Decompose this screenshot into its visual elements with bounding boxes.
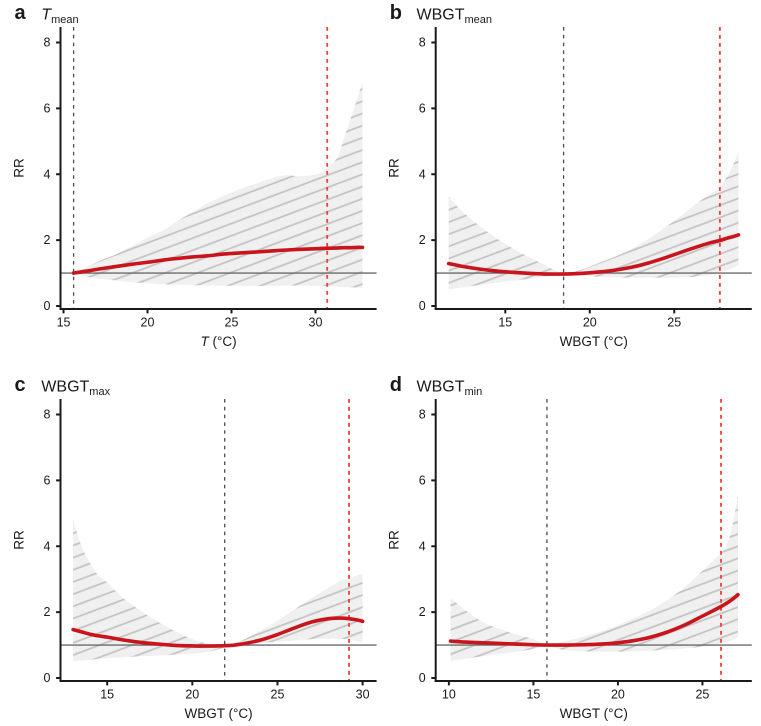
panel-title-c: WBGTmax: [41, 379, 110, 398]
panel-a: 15 20 25 30 0 2 4 6 8 T (°C) RR a Tmean: [12, 2, 377, 349]
x-axis-label-d: WBGT (°C): [560, 706, 628, 721]
panel-letter-b: b: [390, 2, 402, 24]
x-tick-label-d: 25: [695, 688, 709, 702]
panel-title-b: WBGTmean: [417, 7, 493, 26]
y-tick-label-b: 6: [419, 101, 426, 115]
panel-letter-c: c: [15, 374, 26, 396]
y-axis-label-d: RR: [387, 530, 402, 550]
rr-curve-a: [71, 245, 365, 275]
confidence-band-c: [73, 519, 363, 662]
y-tick-label-a: 8: [44, 36, 51, 50]
x-tick-label-b: 20: [583, 316, 597, 330]
panel-c: 15 20 25 30 0 2 4 6 8 WBGT (°C) RR c WBGTmax: [12, 374, 377, 721]
x-tick-label-a: 30: [309, 316, 323, 330]
panel-title-a: Tmean: [41, 7, 78, 26]
y-tick-label-b: 4: [419, 167, 426, 181]
y-tick-label-d: 0: [419, 671, 426, 685]
panel-title-d: WBGTmin: [417, 379, 483, 398]
y-axis-label-b: RR: [387, 158, 402, 178]
y-tick-label-b: 0: [419, 299, 426, 313]
y-tick-label-c: 0: [44, 671, 51, 685]
y-tick-label-c: 4: [44, 539, 51, 553]
x-axis-label-c: WBGT (°C): [184, 706, 252, 721]
y-tick-label-d: 6: [419, 473, 426, 487]
y-axis-label-a: RR: [12, 158, 27, 178]
y-tick-label-a: 2: [44, 233, 51, 247]
x-axis-label-b: WBGT (°C): [560, 334, 628, 349]
rr-curve-c: [71, 616, 365, 648]
panel-letter-d: d: [390, 374, 402, 396]
x-tick-label-c: 25: [271, 688, 285, 702]
y-tick-label-a: 4: [44, 167, 51, 181]
y-tick-label-c: 8: [44, 408, 51, 422]
x-axis-label-a: T (°C): [200, 334, 236, 349]
y-tick-label-a: 6: [44, 101, 51, 115]
x-tick-label-a: 15: [57, 316, 71, 330]
y-tick-label-d: 8: [419, 408, 426, 422]
confidence-band-b: [448, 151, 739, 290]
y-tick-label-a: 0: [44, 299, 51, 313]
y-axis-label-c: RR: [12, 530, 27, 550]
x-tick-label-b: 25: [667, 316, 681, 330]
x-tick-label-d: 20: [611, 688, 625, 702]
x-tick-label-a: 25: [225, 316, 239, 330]
y-tick-label-b: 8: [419, 36, 426, 50]
x-tick-label-c: 30: [356, 688, 370, 702]
panel-d: 10 15 20 25 0 2 4 6 8 WBGT (°C) RR d WBGTmin: [387, 374, 752, 721]
panel-b: 15 20 25 0 2 4 6 8 WBGT (°C) RR b WBGTmean: [387, 2, 752, 349]
x-tick-label-c: 20: [185, 688, 199, 702]
x-tick-label-a: 20: [141, 316, 155, 330]
panel-letter-a: a: [15, 2, 27, 24]
confidence-band-a: [73, 82, 363, 288]
y-tick-label-d: 4: [419, 539, 426, 553]
x-tick-label-c: 15: [100, 688, 114, 702]
x-tick-label-b: 15: [498, 316, 512, 330]
x-tick-label-d: 15: [526, 688, 540, 702]
rr-curve-b: [446, 233, 741, 276]
y-tick-label-b: 2: [419, 233, 426, 247]
y-tick-label-c: 2: [44, 605, 51, 619]
y-tick-label-c: 6: [44, 473, 51, 487]
rr-curve-d: [448, 592, 740, 647]
confidence-band-d: [450, 494, 738, 661]
y-tick-label-d: 2: [419, 605, 426, 619]
x-tick-label-d: 10: [442, 688, 456, 702]
